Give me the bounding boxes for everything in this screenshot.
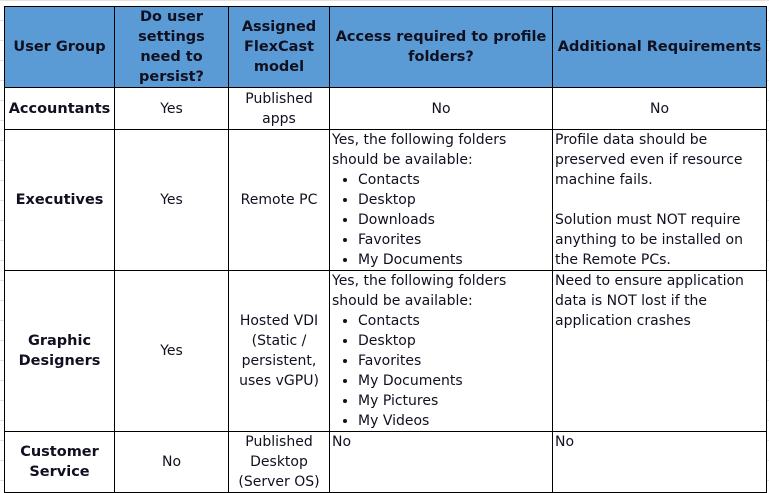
user-group: Executives <box>4 129 115 271</box>
folder-item: My Videos <box>358 411 550 431</box>
user-group: Customer Service <box>4 431 115 493</box>
requirement-text: Profile data should be preserved even if… <box>555 132 743 188</box>
header-access: Access required to profile folders? <box>329 6 553 88</box>
user-group: Graphic Designers <box>4 270 115 432</box>
flexcast-model: Hosted VDI (Static / persistent, uses vG… <box>228 270 330 432</box>
table-row: Executives Yes Remote PC Yes, the follow… <box>4 129 767 271</box>
folder-item: Desktop <box>358 190 550 210</box>
folder-list: Contacts Desktop Favorites My Documents … <box>332 311 550 431</box>
requirements-table: User Group Do user settings need to pers… <box>4 6 767 493</box>
requirements-value: Profile data should be preserved even if… <box>552 129 767 271</box>
access-intro: Yes, the following folders should be ava… <box>332 273 507 309</box>
persist-value: Yes <box>114 129 229 271</box>
requirements-value: No <box>552 87 767 130</box>
access-value: No <box>329 431 553 493</box>
folder-item: Favorites <box>358 230 550 250</box>
folder-list: Contacts Desktop Downloads Favorites My … <box>332 170 550 270</box>
requirement-text: Solution must NOT require anything to be… <box>555 212 743 268</box>
header-requirements: Additional Requirements <box>552 6 767 88</box>
folder-item: Contacts <box>358 170 550 190</box>
requirements-value: Need to ensure application data is NOT l… <box>552 270 767 432</box>
flexcast-model: Remote PC <box>228 129 330 271</box>
folder-item: My Pictures <box>358 391 550 411</box>
access-value: Yes, the following folders should be ava… <box>329 129 553 271</box>
flexcast-model: Published Desktop (Server OS) <box>228 431 330 493</box>
table-row: Graphic Designers Yes Hosted VDI (Static… <box>4 270 767 432</box>
flexcast-model: Published apps <box>228 87 330 130</box>
folder-item: Contacts <box>358 311 550 331</box>
header-persist: Do user settings need to persist? <box>114 6 229 88</box>
persist-value: Yes <box>114 270 229 432</box>
persist-value: Yes <box>114 87 229 130</box>
folder-item: My Documents <box>358 371 550 391</box>
table-row: Customer Service No Published Desktop (S… <box>4 431 767 493</box>
user-group: Accountants <box>4 87 115 130</box>
folder-item: Desktop <box>358 331 550 351</box>
access-value: No <box>329 87 553 130</box>
access-value: Yes, the following folders should be ava… <box>329 270 553 432</box>
header-row: User Group Do user settings need to pers… <box>4 6 767 88</box>
header-user-group: User Group <box>4 6 115 88</box>
requirement-text: Need to ensure application data is NOT l… <box>555 273 744 329</box>
access-intro: Yes, the following folders should be ava… <box>332 132 507 168</box>
persist-value: No <box>114 431 229 493</box>
table-row: Accountants Yes Published apps No No <box>4 87 767 130</box>
header-flexcast: Assigned FlexCast model <box>228 6 330 88</box>
requirements-value: No <box>552 431 767 493</box>
folder-item: Favorites <box>358 351 550 371</box>
folder-item: My Documents <box>358 250 550 270</box>
folder-item: Downloads <box>358 210 550 230</box>
